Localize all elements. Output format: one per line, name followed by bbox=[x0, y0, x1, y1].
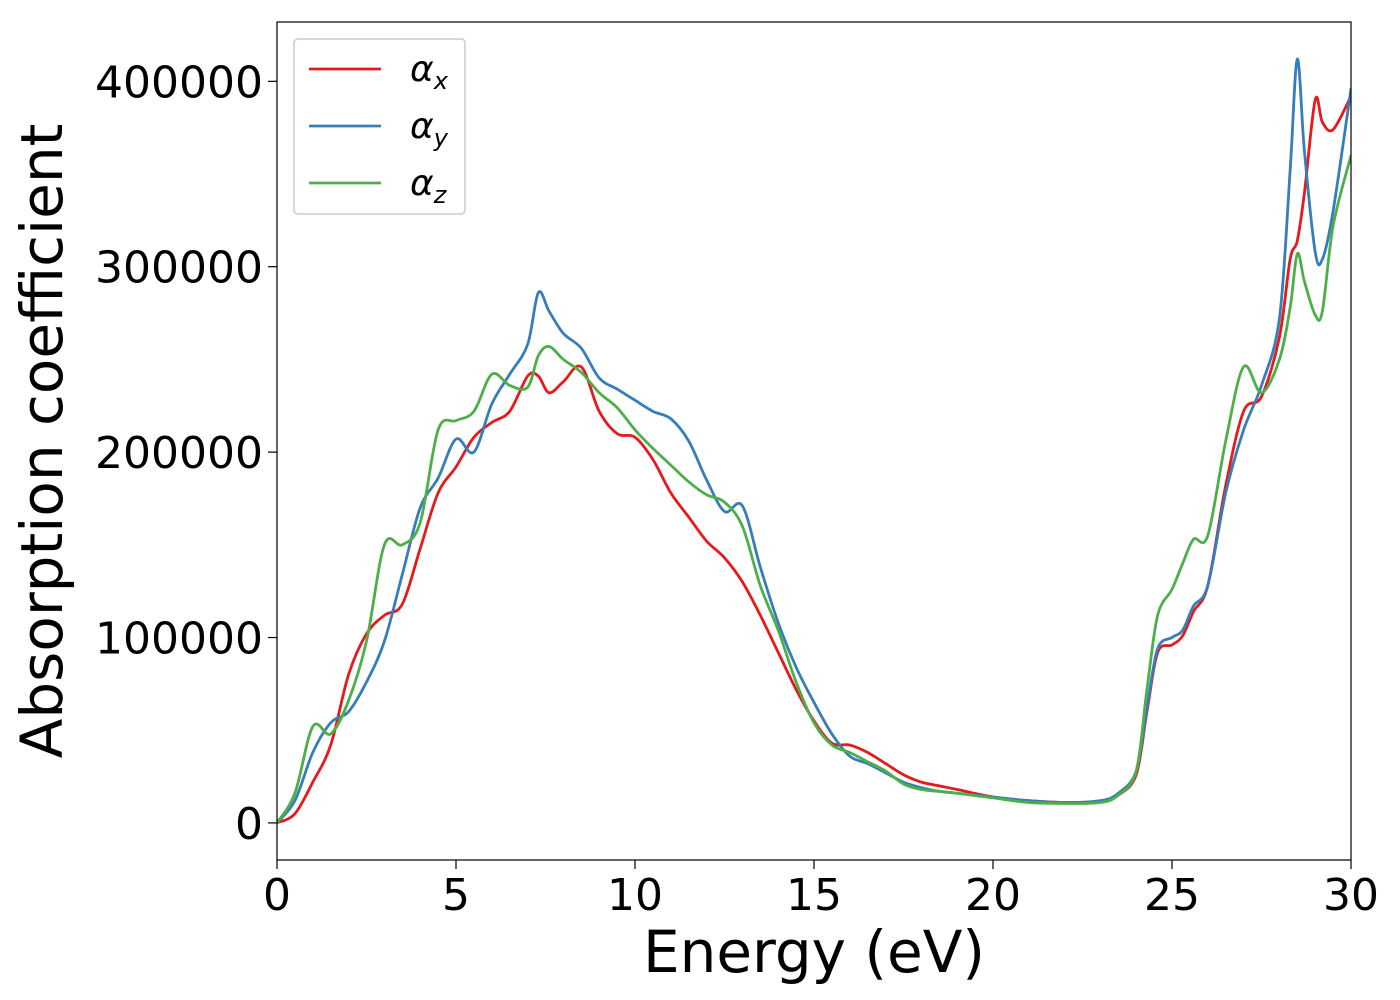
x-tick-label: 15 bbox=[786, 870, 842, 921]
x-tick-label: 25 bbox=[1144, 870, 1200, 921]
x-tick-label: 20 bbox=[965, 870, 1021, 921]
x-tick-label: 5 bbox=[442, 870, 470, 921]
series-line-y bbox=[277, 57, 1351, 825]
x-tick-label: 0 bbox=[263, 870, 291, 921]
x-axis-title: Energy (eV) bbox=[643, 918, 985, 986]
y-tick-label: 200000 bbox=[95, 428, 263, 479]
y-tick-label: 300000 bbox=[95, 243, 263, 294]
y-tick-label: 400000 bbox=[95, 57, 263, 108]
x-axis: 0 5 10 15 20 25 30 bbox=[263, 860, 1379, 921]
x-tick-label: 10 bbox=[607, 870, 663, 921]
x-tick-label: 30 bbox=[1323, 870, 1379, 921]
y-tick-label: 100000 bbox=[95, 614, 263, 665]
y-axis: 0 100000 200000 300000 400000 bbox=[95, 57, 277, 850]
series-layer bbox=[277, 57, 1351, 825]
series-line-z bbox=[277, 154, 1351, 825]
y-axis-title: Absorption coefficient bbox=[8, 124, 76, 759]
y-tick-label: 0 bbox=[235, 799, 263, 850]
